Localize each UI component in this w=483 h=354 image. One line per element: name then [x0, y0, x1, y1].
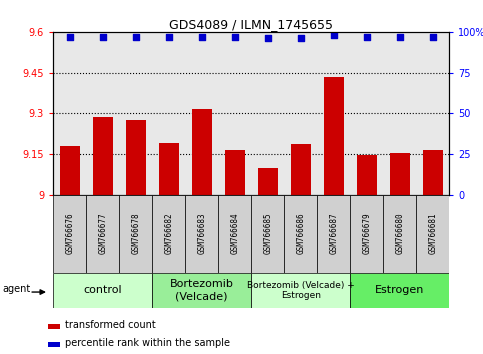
Text: agent: agent	[3, 284, 31, 293]
Point	[165, 34, 172, 40]
Bar	[284, 195, 317, 273]
Point	[231, 34, 239, 40]
Text: GSM766681: GSM766681	[428, 213, 437, 255]
Point	[132, 34, 140, 40]
Point	[363, 34, 370, 40]
Bar	[119, 195, 152, 273]
Bar	[126, 120, 145, 195]
Bar	[152, 273, 251, 308]
Text: control: control	[84, 285, 122, 295]
Text: GSM766680: GSM766680	[395, 213, 404, 255]
Bar	[324, 77, 343, 195]
Bar	[48, 324, 60, 329]
Bar	[350, 195, 383, 273]
Bar	[390, 153, 410, 195]
Point	[66, 34, 73, 40]
Bar	[251, 195, 284, 273]
Text: GSM766684: GSM766684	[230, 213, 239, 255]
Bar	[258, 167, 278, 195]
Point	[396, 34, 403, 40]
Bar	[218, 195, 251, 273]
Bar	[192, 109, 212, 195]
Bar	[93, 118, 113, 195]
Point	[429, 34, 437, 40]
Point	[198, 34, 206, 40]
Text: Bortezomib
(Velcade): Bortezomib (Velcade)	[170, 279, 234, 301]
Text: GSM766685: GSM766685	[263, 213, 272, 255]
Text: GSM766683: GSM766683	[197, 213, 206, 255]
Bar	[357, 155, 377, 195]
Text: GSM766682: GSM766682	[164, 213, 173, 255]
Text: GSM766677: GSM766677	[98, 213, 107, 255]
Text: transformed count: transformed count	[65, 320, 156, 330]
Bar	[416, 195, 449, 273]
Bar	[86, 195, 119, 273]
Bar	[152, 195, 185, 273]
Bar	[185, 195, 218, 273]
Bar	[423, 150, 442, 195]
Bar	[53, 195, 86, 273]
Bar	[383, 195, 416, 273]
Text: percentile rank within the sample: percentile rank within the sample	[65, 338, 230, 348]
Text: GSM766687: GSM766687	[329, 213, 338, 255]
Point	[99, 34, 107, 40]
Bar	[291, 144, 311, 195]
Text: GSM766679: GSM766679	[362, 213, 371, 255]
Bar	[317, 195, 350, 273]
Point	[264, 35, 271, 41]
Bar	[251, 273, 350, 308]
Text: GSM766678: GSM766678	[131, 213, 140, 255]
Text: GSM766686: GSM766686	[296, 213, 305, 255]
Point	[330, 32, 338, 38]
Text: Bortezomib (Velcade) +
Estrogen: Bortezomib (Velcade) + Estrogen	[247, 281, 355, 300]
Bar	[53, 273, 152, 308]
Bar	[225, 150, 244, 195]
Point	[297, 35, 304, 41]
Text: GSM766676: GSM766676	[65, 213, 74, 255]
Bar	[159, 143, 179, 195]
Bar	[350, 273, 449, 308]
Text: Estrogen: Estrogen	[375, 285, 425, 295]
Bar	[48, 342, 60, 347]
Title: GDS4089 / ILMN_1745655: GDS4089 / ILMN_1745655	[169, 18, 333, 31]
Bar	[60, 146, 80, 195]
